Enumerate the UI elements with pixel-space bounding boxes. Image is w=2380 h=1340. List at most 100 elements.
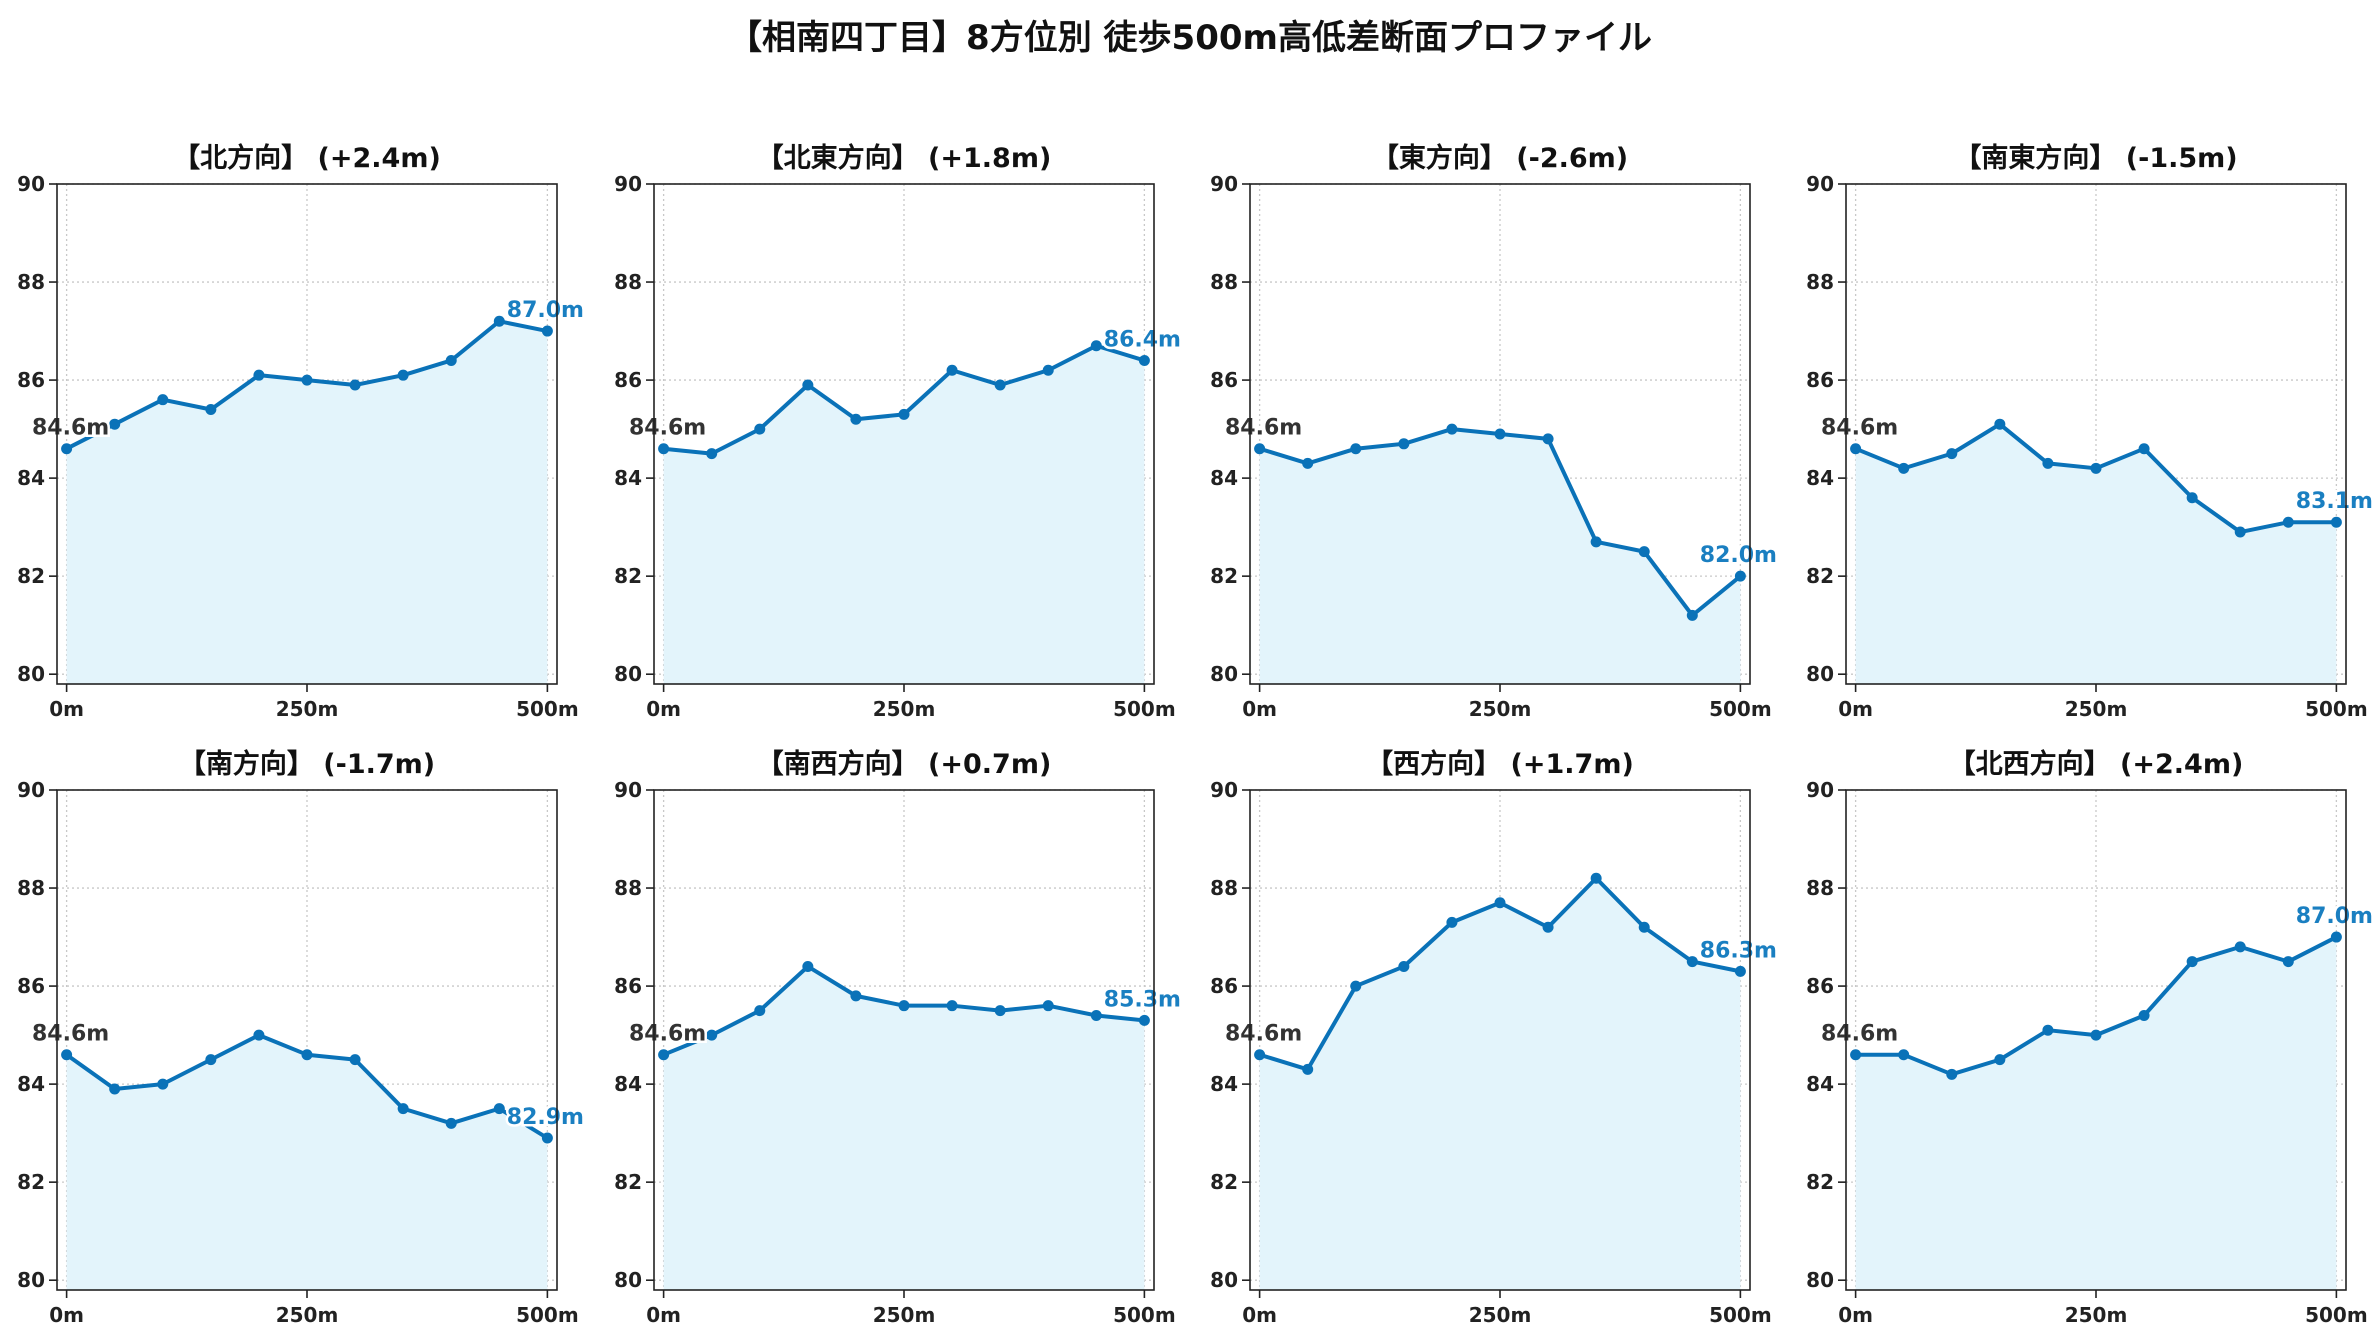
start-label: 84.6m	[629, 1022, 706, 1047]
data-point	[1898, 1049, 1910, 1061]
data-point	[253, 1029, 265, 1041]
chart-panel-6: 【西方向】 (+1.7m) 84.6m 86.3m 80 82 84 86 88 90 0m 250…	[1210, 748, 1779, 1327]
end-label: 85.3m	[1104, 987, 1181, 1012]
y-tick-label: 88	[17, 270, 45, 294]
data-point	[658, 1049, 670, 1061]
data-point	[2330, 516, 2342, 528]
data-point	[1446, 916, 1458, 928]
data-point	[1850, 1049, 1862, 1061]
data-point	[253, 369, 265, 381]
y-tick-label: 84	[614, 466, 642, 490]
start-label: 84.6m	[1821, 1022, 1898, 1047]
area-fill	[663, 966, 1145, 1290]
data-point	[2090, 1029, 2102, 1041]
y-tick-label: 82	[1210, 564, 1238, 588]
data-point	[1542, 921, 1554, 933]
chart-title: 【南方向】 (-1.7m)	[179, 748, 435, 780]
data-point	[2282, 956, 2294, 968]
y-tick-label: 88	[1210, 876, 1238, 900]
y-tick-label: 82	[1806, 564, 1834, 588]
data-point	[493, 1103, 505, 1115]
area-fill	[1855, 937, 2337, 1290]
x-tick-label: 250m	[1469, 697, 1532, 721]
data-point	[1542, 433, 1554, 445]
data-point	[754, 1005, 766, 1017]
data-point	[802, 960, 814, 972]
data-point	[1946, 1068, 1958, 1080]
chart-title: 【北方向】 (+2.4m)	[173, 142, 441, 174]
chart-panel-1: 【北東方向】 (+1.8m) 84.6m 86.4m 80 82 84 86 88 90 0m 25…	[614, 142, 1183, 721]
data-point	[1850, 443, 1862, 455]
data-point	[1138, 1014, 1150, 1026]
x-tick-label: 500m	[2305, 697, 2368, 721]
data-point	[1398, 438, 1410, 450]
data-point	[2042, 457, 2054, 469]
data-point	[1638, 546, 1650, 558]
x-tick-label: 0m	[49, 697, 84, 721]
area-fill	[1855, 424, 2337, 684]
chart-panel-3: 【南東方向】 (-1.5m) 84.6m 83.1m 80 82 84 86 88 90 0m 25…	[1806, 142, 2375, 721]
data-point	[157, 394, 169, 406]
chart-panel-4: 【南方向】 (-1.7m) 84.6m 82.9m 80 82 84 86 88 90 0m 250…	[17, 748, 586, 1327]
data-point	[1254, 443, 1266, 455]
x-tick-label: 250m	[873, 697, 936, 721]
data-point	[898, 1000, 910, 1012]
start-label: 84.6m	[1821, 416, 1898, 441]
data-point	[802, 379, 814, 391]
chart-title: 【南東方向】 (-1.5m)	[1954, 142, 2237, 174]
y-tick-label: 82	[614, 564, 642, 588]
x-tick-label: 500m	[2305, 1303, 2368, 1327]
data-point	[157, 1078, 169, 1090]
x-tick-label: 250m	[873, 1303, 936, 1327]
data-point	[1898, 462, 1910, 474]
x-tick-label: 500m	[516, 1303, 579, 1327]
x-tick-label: 0m	[1242, 1303, 1277, 1327]
data-point	[2042, 1024, 2054, 1036]
data-point	[2330, 931, 2342, 943]
x-tick-label: 0m	[49, 1303, 84, 1327]
y-tick-label: 90	[1806, 778, 1834, 802]
data-point	[541, 1132, 553, 1144]
data-point	[109, 1083, 121, 1095]
y-tick-label: 86	[17, 368, 45, 392]
data-point	[1590, 536, 1602, 548]
data-point	[109, 418, 121, 430]
data-point	[1590, 872, 1602, 884]
y-tick-label: 88	[1806, 270, 1834, 294]
data-point	[994, 1005, 1006, 1017]
chart-title: 【東方向】 (-2.6m)	[1372, 142, 1628, 174]
y-tick-label: 80	[17, 662, 45, 686]
data-point	[850, 990, 862, 1002]
data-point	[205, 1054, 217, 1066]
start-label: 84.6m	[629, 416, 706, 441]
x-tick-label: 500m	[1113, 1303, 1176, 1327]
y-tick-label: 82	[1806, 1170, 1834, 1194]
data-point	[349, 1054, 361, 1066]
data-point	[1350, 980, 1362, 992]
data-point	[301, 374, 313, 386]
y-tick-label: 80	[1806, 1268, 1834, 1292]
y-tick-label: 88	[1806, 876, 1834, 900]
data-point	[2234, 941, 2246, 953]
y-tick-label: 86	[1806, 368, 1834, 392]
end-label: 87.0m	[2296, 904, 2373, 929]
start-label: 84.6m	[32, 1022, 109, 1047]
end-label: 87.0m	[507, 298, 584, 323]
y-tick-label: 90	[17, 778, 45, 802]
end-label: 86.4m	[1104, 327, 1181, 352]
area-fill	[66, 321, 548, 684]
area-fill	[663, 345, 1145, 684]
data-point	[1042, 364, 1054, 376]
data-point	[658, 443, 670, 455]
y-tick-label: 86	[614, 974, 642, 998]
data-point	[946, 364, 958, 376]
data-point	[1302, 1063, 1314, 1075]
y-tick-label: 88	[1210, 270, 1238, 294]
x-tick-label: 0m	[1838, 697, 1873, 721]
x-tick-label: 500m	[1113, 697, 1176, 721]
x-tick-label: 500m	[1709, 697, 1772, 721]
data-point	[397, 369, 409, 381]
data-point	[445, 1117, 457, 1129]
chart-title: 【北西方向】 (+2.4m)	[1949, 748, 2244, 780]
